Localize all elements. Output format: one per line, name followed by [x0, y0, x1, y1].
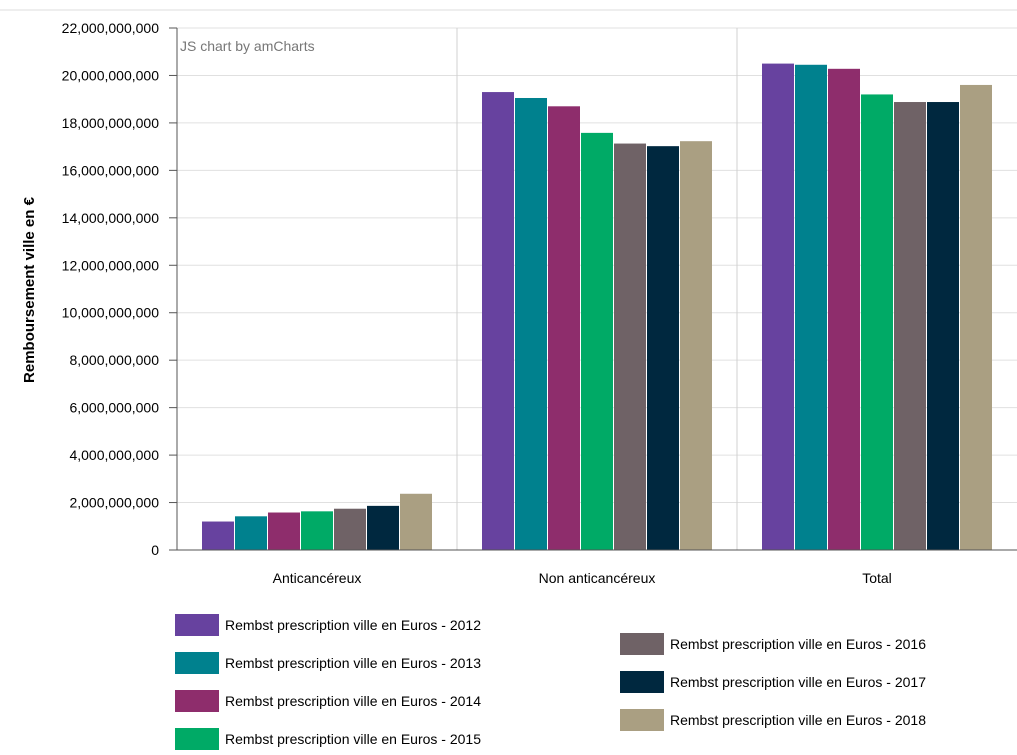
legend-label[interactable]: Rembst prescription ville en Euros - 201…: [225, 731, 481, 747]
chart-credit[interactable]: JS chart by amCharts: [180, 38, 315, 54]
bar[interactable]: [762, 63, 794, 550]
legend-item[interactable]: Rembst prescription ville en Euros - 201…: [175, 614, 481, 636]
y-tick-label: 14,000,000,000: [62, 210, 160, 226]
y-tick-label: 4,000,000,000: [69, 447, 159, 463]
x-category-label: Anticancéreux: [273, 570, 362, 586]
bar[interactable]: [515, 97, 547, 550]
bar[interactable]: [960, 84, 992, 550]
legend-label[interactable]: Rembst prescription ville en Euros - 201…: [225, 693, 481, 709]
bars-layer: [202, 63, 992, 551]
bar[interactable]: [202, 521, 234, 550]
legend-swatch[interactable]: [620, 671, 664, 693]
bar[interactable]: [334, 508, 366, 550]
y-tick-label: 16,000,000,000: [62, 162, 160, 178]
legend-item[interactable]: Rembst prescription ville en Euros - 201…: [175, 728, 481, 750]
y-tick-label: 18,000,000,000: [62, 115, 160, 131]
bar[interactable]: [268, 512, 300, 550]
y-tick-label: 10,000,000,000: [62, 305, 160, 321]
bar[interactable]: [680, 141, 712, 551]
bar[interactable]: [894, 102, 926, 551]
y-tick-label: 22,000,000,000: [62, 20, 160, 36]
legend-item[interactable]: Rembst prescription ville en Euros - 201…: [620, 671, 926, 693]
legend-label[interactable]: Rembst prescription ville en Euros - 201…: [670, 674, 926, 690]
legend-swatch[interactable]: [175, 728, 219, 750]
bar[interactable]: [548, 106, 580, 551]
legend-swatch[interactable]: [175, 690, 219, 712]
y-tick-label: 2,000,000,000: [69, 495, 159, 511]
bar[interactable]: [301, 511, 333, 550]
legend-item[interactable]: Rembst prescription ville en Euros - 201…: [620, 709, 926, 731]
y-tick-label: 6,000,000,000: [69, 400, 159, 416]
y-axis-label: Remboursement ville en €: [21, 196, 38, 383]
bar[interactable]: [400, 493, 432, 550]
y-tick-label: 20,000,000,000: [62, 67, 160, 83]
axis-layer: 0 2,000,000,000 4,000,000,000 6,000,000,000…: [62, 20, 1017, 586]
legend-swatch[interactable]: [620, 633, 664, 655]
legend-label[interactable]: Rembst prescription ville en Euros - 201…: [225, 655, 481, 671]
y-tick-label: 12,000,000,000: [62, 257, 160, 273]
legend: Rembst prescription ville en Euros - 201…: [175, 614, 926, 750]
legend-label[interactable]: Rembst prescription ville en Euros - 201…: [225, 617, 481, 633]
legend-swatch[interactable]: [175, 614, 219, 636]
bar[interactable]: [795, 64, 827, 550]
bar[interactable]: [861, 94, 893, 550]
bar[interactable]: [647, 146, 679, 551]
bar[interactable]: [614, 143, 646, 550]
y-tick-label: 8,000,000,000: [69, 352, 159, 368]
bar[interactable]: [581, 132, 613, 550]
legend-item[interactable]: Rembst prescription ville en Euros - 201…: [175, 690, 481, 712]
x-category-label: Total: [862, 570, 892, 586]
legend-swatch[interactable]: [175, 652, 219, 674]
legend-label[interactable]: Rembst prescription ville en Euros - 201…: [670, 636, 926, 652]
legend-item[interactable]: Rembst prescription ville en Euros - 201…: [175, 652, 481, 674]
legend-label[interactable]: Rembst prescription ville en Euros - 201…: [670, 712, 926, 728]
x-category-label: Non anticancéreux: [539, 570, 656, 586]
bar[interactable]: [235, 516, 267, 550]
y-tick-label: 0: [151, 542, 159, 558]
bar[interactable]: [482, 92, 514, 551]
bar[interactable]: [828, 68, 860, 550]
legend-item[interactable]: Rembst prescription ville en Euros - 201…: [620, 633, 926, 655]
legend-swatch[interactable]: [620, 709, 664, 731]
bar[interactable]: [927, 102, 959, 551]
bar[interactable]: [367, 505, 399, 550]
